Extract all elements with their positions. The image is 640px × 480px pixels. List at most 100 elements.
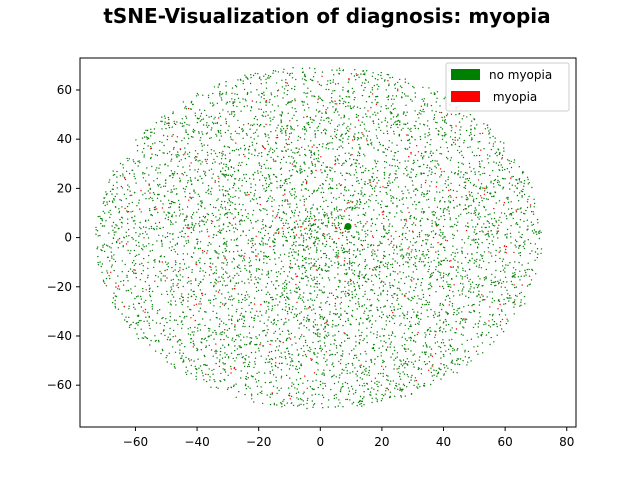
scatter-point-series-0 xyxy=(393,346,395,348)
scatter-point-series-0 xyxy=(340,135,342,137)
scatter-point-series-0 xyxy=(364,280,367,283)
scatter-point-series-0 xyxy=(354,289,356,292)
scatter-point-series-0 xyxy=(317,154,320,156)
scatter-point-series-0 xyxy=(286,283,288,285)
scatter-point-series-0 xyxy=(360,334,362,337)
scatter-point-series-0 xyxy=(441,138,444,140)
scatter-point-series-0 xyxy=(414,154,416,156)
scatter-point-series-0 xyxy=(113,258,115,260)
scatter-point-series-0 xyxy=(310,154,313,156)
scatter-point-series-0 xyxy=(199,262,201,264)
scatter-point-series-0 xyxy=(272,374,275,376)
scatter-point-series-0 xyxy=(240,270,242,272)
scatter-point-series-0 xyxy=(408,146,411,148)
scatter-point-series-0 xyxy=(520,275,522,277)
scatter-point-series-0 xyxy=(481,331,483,334)
scatter-point-series-0 xyxy=(339,139,342,141)
scatter-point-series-0 xyxy=(528,268,530,271)
scatter-point-series-0 xyxy=(437,270,439,272)
scatter-point-series-0 xyxy=(255,198,258,200)
scatter-point-series-0 xyxy=(265,167,267,169)
scatter-point-series-0 xyxy=(363,365,365,368)
scatter-point-series-0 xyxy=(187,224,189,226)
scatter-point-series-0 xyxy=(354,169,357,171)
scatter-point-series-0 xyxy=(400,210,402,212)
scatter-point-series-0 xyxy=(305,262,307,264)
scatter-point-series-0 xyxy=(358,322,361,324)
scatter-point-series-0 xyxy=(304,275,307,277)
scatter-point-series-0 xyxy=(358,400,361,403)
scatter-point-series-0 xyxy=(381,222,383,225)
scatter-point-series-0 xyxy=(279,254,282,256)
scatter-point-series-0 xyxy=(324,322,326,325)
scatter-point-series-0 xyxy=(450,345,452,348)
scatter-point-series-0 xyxy=(390,341,392,343)
scatter-point-series-0 xyxy=(305,155,307,157)
scatter-point-series-0 xyxy=(224,368,226,371)
scatter-point-series-0 xyxy=(421,289,423,291)
scatter-point-series-0 xyxy=(268,293,271,296)
scatter-point-series-0 xyxy=(213,104,215,106)
scatter-point-series-0 xyxy=(436,181,438,183)
scatter-point-series-0 xyxy=(403,112,405,114)
scatter-point-series-0 xyxy=(313,403,316,405)
scatter-point-series-0 xyxy=(127,222,129,225)
scatter-point-series-0 xyxy=(257,393,259,395)
scatter-point-series-0 xyxy=(460,275,462,277)
scatter-point-series-0 xyxy=(459,282,462,285)
scatter-point-series-0 xyxy=(293,188,296,190)
scatter-point-series-0 xyxy=(324,237,326,240)
scatter-point-series-0 xyxy=(365,113,367,115)
scatter-point-series-0 xyxy=(484,321,486,324)
scatter-point-series-0 xyxy=(347,362,350,365)
scatter-point-series-0 xyxy=(180,159,182,161)
scatter-point-series-0 xyxy=(365,367,367,370)
scatter-point-series-0 xyxy=(398,265,401,267)
scatter-point-series-0 xyxy=(231,323,233,325)
scatter-point-series-0 xyxy=(160,255,162,257)
scatter-point-series-0 xyxy=(383,171,385,174)
scatter-point-series-0 xyxy=(420,152,423,155)
scatter-point-series-0 xyxy=(487,214,489,216)
scatter-point-series-0 xyxy=(309,292,311,294)
scatter-point-series-0 xyxy=(357,180,359,182)
scatter-point-series-0 xyxy=(368,206,370,208)
scatter-point-series-0 xyxy=(287,313,289,315)
scatter-point-series-0 xyxy=(118,208,120,210)
scatter-point-series-0 xyxy=(348,294,350,297)
scatter-point-series-0 xyxy=(207,94,210,97)
scatter-point-series-0 xyxy=(479,140,481,143)
scatter-point-series-0 xyxy=(213,379,215,381)
scatter-point-series-0 xyxy=(110,251,113,253)
scatter-point-series-0 xyxy=(266,243,268,245)
scatter-point-series-0 xyxy=(207,144,209,146)
scatter-point-series-0 xyxy=(323,119,325,122)
scatter-point-series-0 xyxy=(204,262,206,265)
scatter-point-series-0 xyxy=(221,99,223,101)
scatter-point-series-0 xyxy=(105,285,108,287)
scatter-point-series-0 xyxy=(432,246,434,248)
scatter-point-series-0 xyxy=(502,281,505,283)
scatter-point-series-0 xyxy=(443,355,445,357)
scatter-point-series-0 xyxy=(359,253,361,255)
scatter-point-series-0 xyxy=(418,359,420,361)
scatter-point-series-0 xyxy=(457,271,459,274)
scatter-point-series-0 xyxy=(367,182,369,185)
scatter-point-series-0 xyxy=(390,98,393,100)
scatter-point-series-0 xyxy=(303,391,305,393)
scatter-point-series-0 xyxy=(280,173,283,176)
scatter-point-series-0 xyxy=(270,321,272,323)
scatter-point-series-0 xyxy=(297,354,299,356)
scatter-point-series-0 xyxy=(368,179,370,181)
scatter-point-series-0 xyxy=(334,354,336,356)
scatter-point-series-0 xyxy=(303,116,305,119)
scatter-point-series-0 xyxy=(102,225,104,227)
scatter-point-series-0 xyxy=(271,205,273,208)
scatter-point-series-0 xyxy=(176,243,178,245)
scatter-point-series-0 xyxy=(485,187,487,190)
scatter-point-series-0 xyxy=(385,232,387,234)
scatter-point-series-0 xyxy=(442,237,444,240)
scatter-point-series-0 xyxy=(207,335,210,337)
scatter-point-series-0 xyxy=(116,176,118,178)
scatter-point-series-0 xyxy=(244,147,246,150)
